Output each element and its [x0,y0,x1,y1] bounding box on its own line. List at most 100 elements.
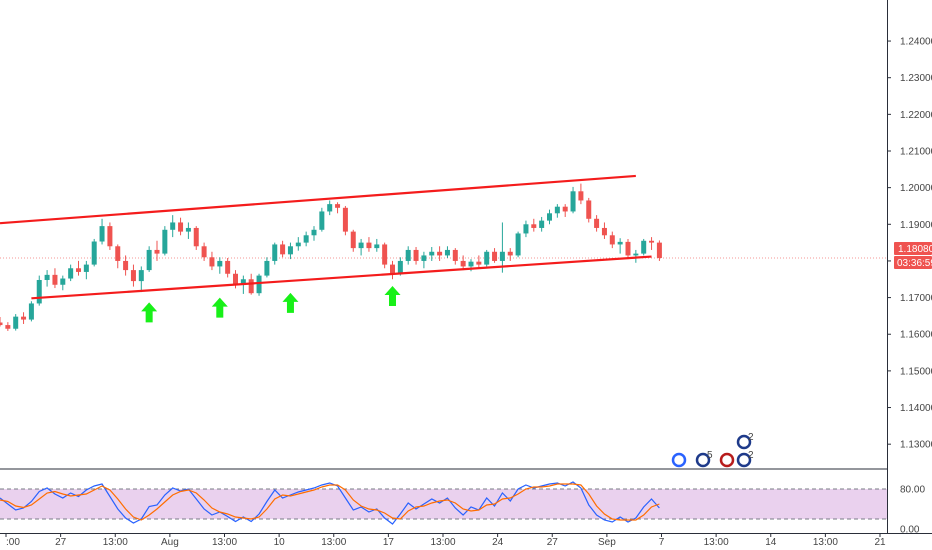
candle[interactable] [178,217,184,236]
candle[interactable] [115,244,121,269]
eu-flag-icon[interactable] [736,452,752,468]
candle[interactable] [562,204,568,217]
candle[interactable] [327,200,333,216]
economic-events[interactable]: 5 2 2 [671,432,754,468]
candle[interactable] [601,222,607,239]
eu-flag-icon[interactable] [695,452,711,468]
candle[interactable] [123,255,129,276]
candle[interactable] [366,237,372,252]
candle[interactable] [625,238,631,260]
candle-body [499,251,505,261]
upper-channel-line[interactable] [0,174,636,225]
main-price-pane[interactable] [0,174,887,331]
candle[interactable] [342,205,348,236]
lower-channel-line[interactable] [31,255,652,300]
candle[interactable] [138,266,144,293]
candle[interactable] [460,255,466,271]
candle[interactable] [586,197,592,223]
candle[interactable] [60,275,66,291]
candle[interactable] [0,317,3,327]
candle[interactable] [350,229,356,252]
candle[interactable] [499,222,505,273]
candle[interactable] [358,238,364,256]
candle[interactable] [335,202,341,214]
candle[interactable] [217,257,223,274]
candle[interactable] [484,249,490,267]
candle[interactable] [170,215,176,238]
candle[interactable] [303,231,309,247]
candle[interactable] [264,257,270,278]
candle[interactable] [201,242,207,261]
candle[interactable] [83,260,89,280]
candle[interactable] [36,275,42,306]
us-flag-icon[interactable] [719,452,735,468]
candle[interactable] [413,247,419,265]
x-tick-label: 13:00 [704,537,729,548]
candle[interactable] [154,240,160,261]
candle[interactable] [452,248,458,265]
candle[interactable] [554,204,560,218]
candle[interactable] [130,264,136,287]
candle[interactable] [280,240,286,258]
candle[interactable] [44,270,50,287]
jp-flag-icon[interactable] [671,452,687,468]
candle[interactable] [21,312,27,324]
candle[interactable] [162,226,168,256]
candle[interactable] [539,216,545,232]
candle[interactable] [429,247,435,261]
candle[interactable] [311,226,317,241]
candle-body [256,275,262,294]
candle[interactable] [185,222,191,239]
x-tick-label: 13:00 [813,537,838,548]
candle[interactable] [437,246,443,261]
candle-body [303,235,309,243]
candle[interactable] [272,242,278,265]
candle[interactable] [256,273,262,296]
candle[interactable] [594,215,600,232]
eu-flag-icon[interactable] [736,434,752,450]
candle[interactable] [295,237,301,251]
candle[interactable] [287,242,293,260]
candle[interactable] [617,238,623,254]
candle[interactable] [421,251,427,269]
candle[interactable] [476,255,482,268]
candle[interactable] [641,238,647,256]
candle[interactable] [146,246,152,272]
candle[interactable] [570,186,576,214]
candle[interactable] [609,231,615,249]
candle[interactable] [76,260,81,276]
stoch-d-line[interactable] [0,483,660,521]
candle[interactable] [649,237,655,250]
candle[interactable] [91,238,97,267]
candle[interactable] [193,226,199,250]
candle[interactable] [5,322,11,331]
candle[interactable] [382,242,388,269]
candle[interactable] [319,207,325,232]
candle[interactable] [99,218,105,245]
candle[interactable] [209,251,215,271]
candle[interactable] [52,268,58,289]
candle[interactable] [656,240,662,261]
candle[interactable] [444,246,450,259]
candle[interactable] [531,218,537,232]
candle[interactable] [523,220,529,238]
oscillator-pane[interactable] [0,481,887,525]
candle[interactable] [107,222,113,250]
candle[interactable] [374,238,380,252]
candle[interactable] [633,249,639,263]
candle-body [539,220,545,228]
candle[interactable] [507,248,513,261]
candle[interactable] [28,301,34,322]
candle[interactable] [405,246,411,265]
candle[interactable] [492,248,498,263]
candle[interactable] [578,183,584,205]
candle[interactable] [515,231,521,258]
candle[interactable] [68,264,74,282]
candle[interactable] [547,209,552,225]
candle[interactable] [390,260,395,280]
stoch-k-line[interactable] [0,481,660,525]
candle[interactable] [225,258,231,278]
candle[interactable] [13,314,19,331]
